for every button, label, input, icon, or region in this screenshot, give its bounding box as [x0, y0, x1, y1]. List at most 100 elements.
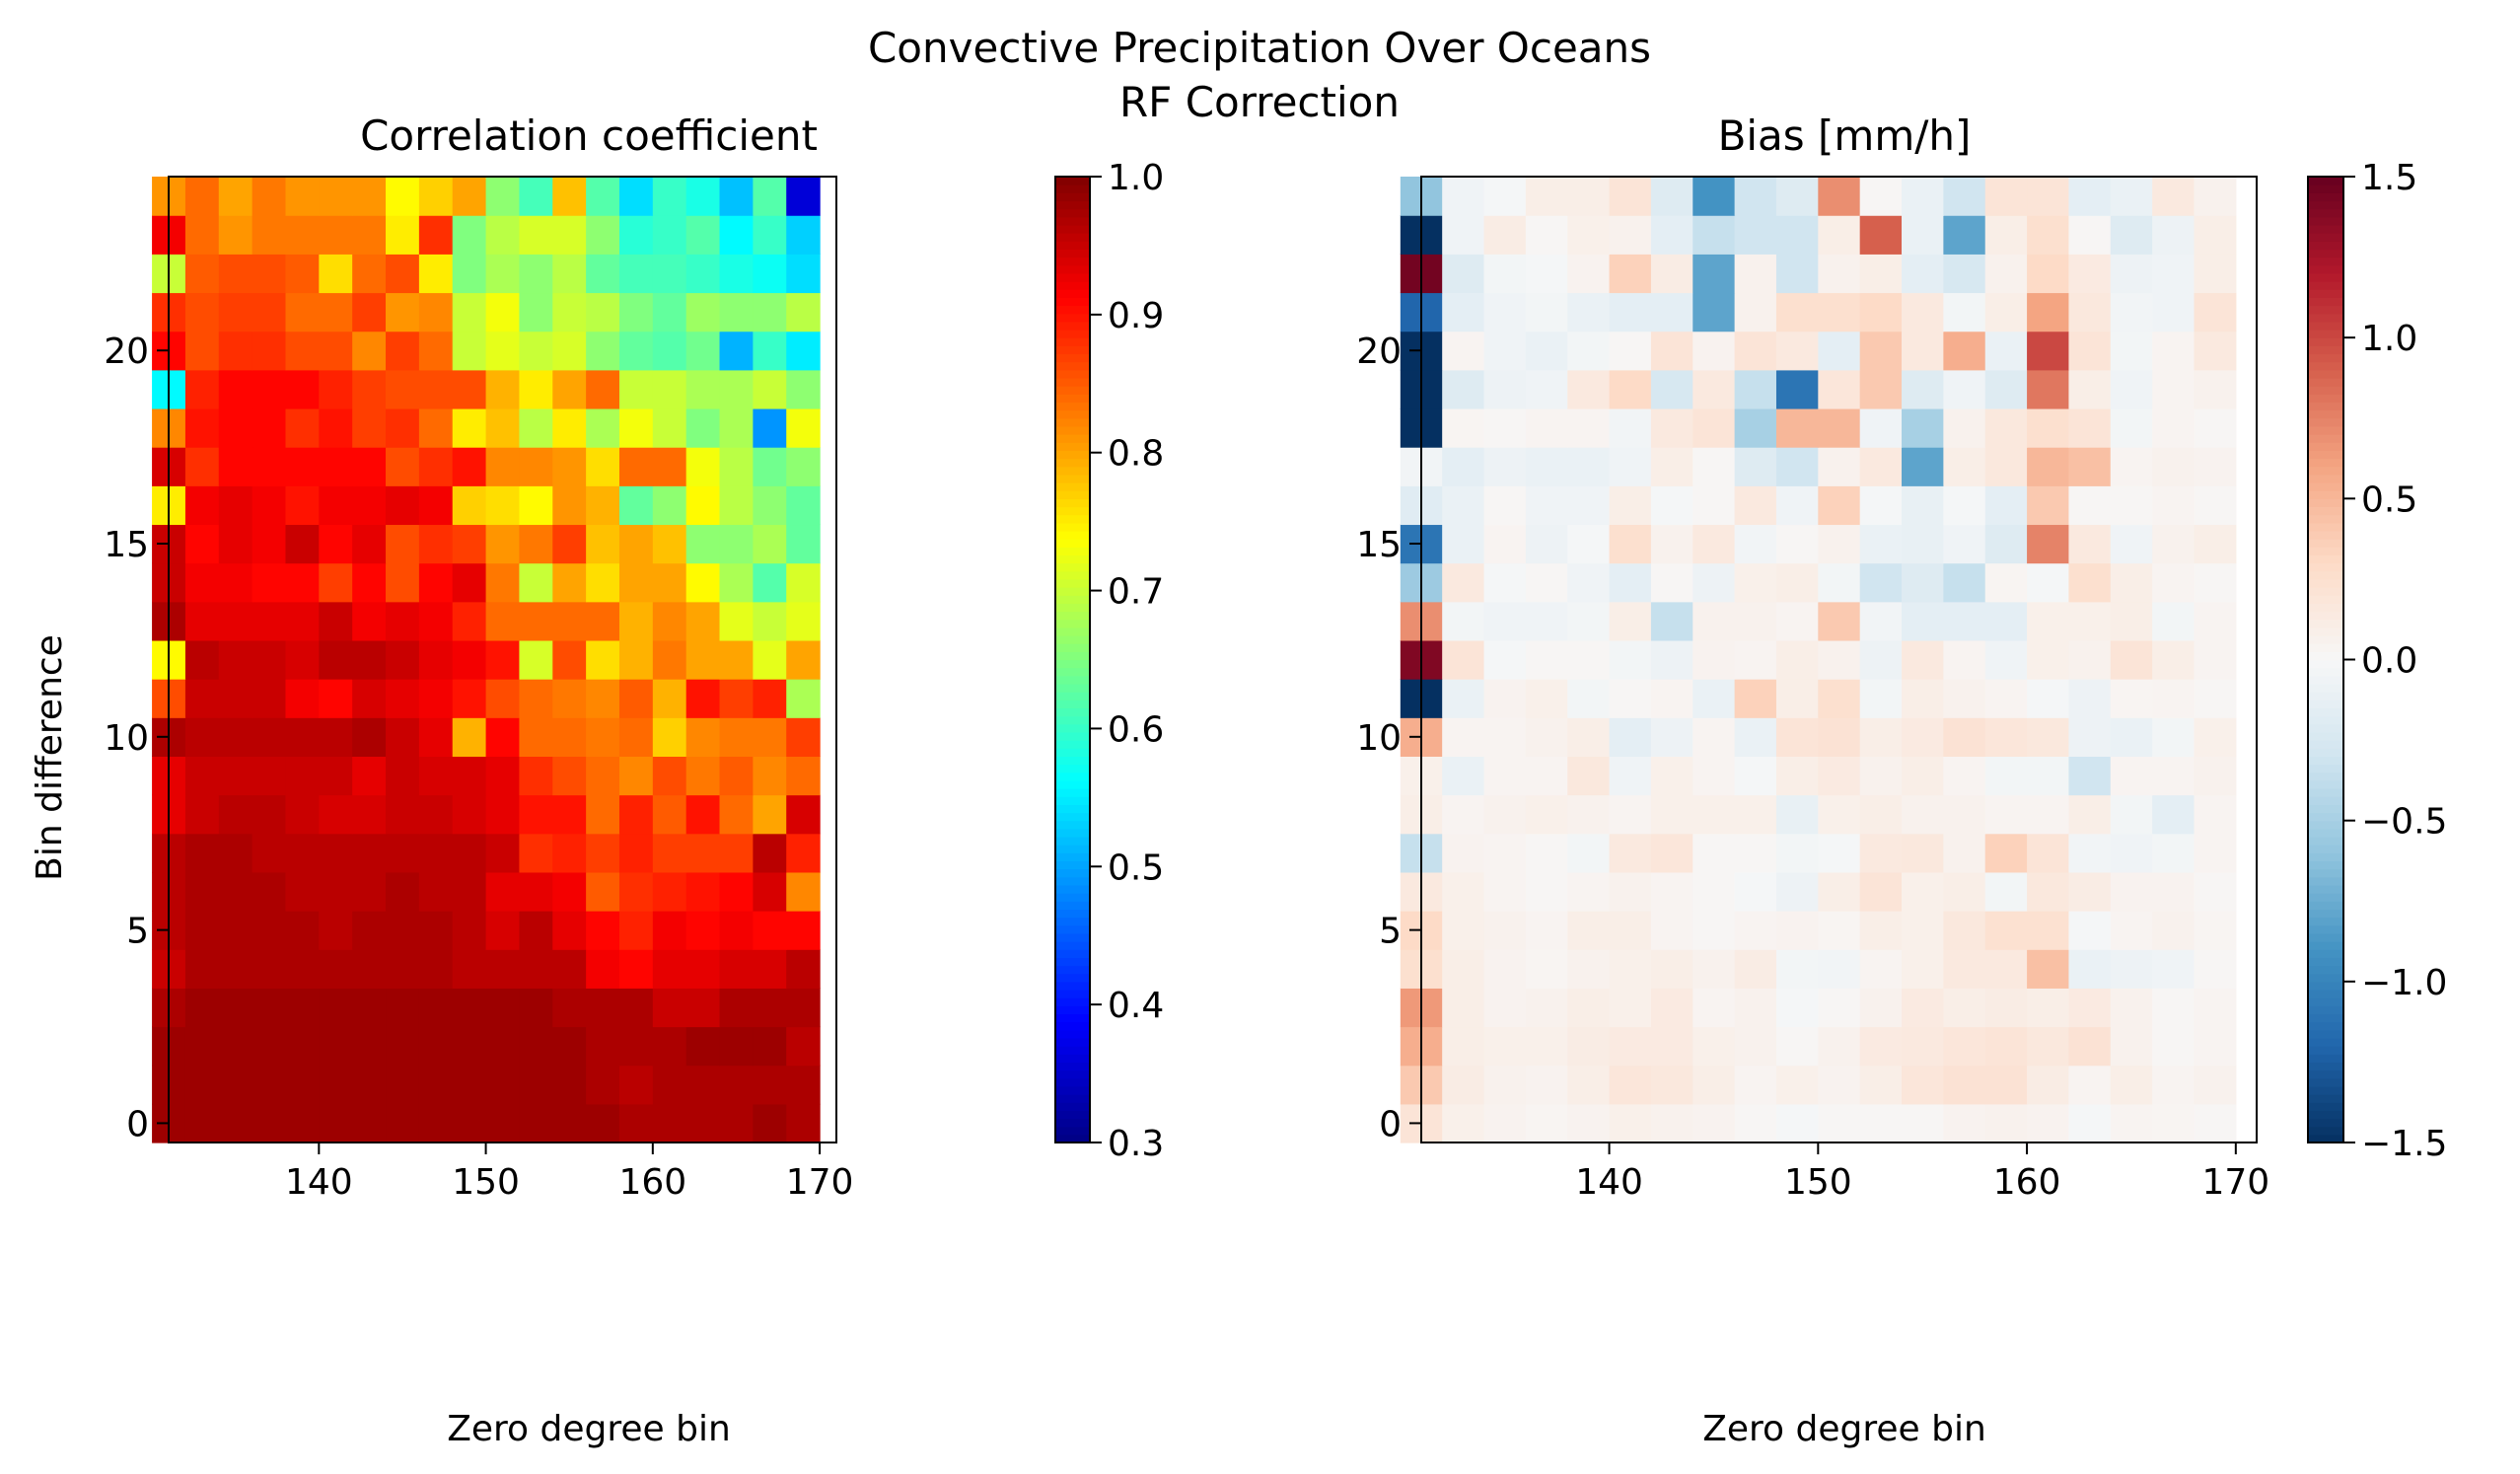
heatmap-cell: [2194, 717, 2237, 757]
heatmap-cell: [418, 911, 454, 950]
heatmap-cell: [452, 215, 487, 255]
heatmap-cell: [2152, 407, 2196, 448]
heatmap-cell: [2152, 949, 2196, 989]
heatmap-cell: [2194, 369, 2237, 409]
heatmap-cell: [184, 177, 220, 216]
heatmap-cell: [1859, 833, 1903, 873]
colorbar-segment: [1055, 224, 1090, 234]
heatmap-cell: [184, 407, 220, 448]
heatmap-cell: [418, 639, 454, 680]
colorbar-segment: [2308, 868, 2343, 878]
heatmap-cell: [452, 679, 487, 718]
colorbar-segment: [2308, 289, 2343, 298]
heatmap-cell: [252, 215, 287, 255]
heatmap-cell: [2110, 447, 2153, 486]
heatmap-cell: [2027, 1103, 2070, 1143]
heatmap-cell: [452, 871, 487, 912]
heatmap-cell: [1483, 717, 1527, 757]
heatmap-cell: [1818, 1103, 1861, 1143]
heatmap-cell: [218, 756, 253, 796]
heatmap-cell: [1775, 911, 1819, 950]
heatmap-cell: [2027, 407, 2070, 448]
heatmap-cell: [685, 911, 721, 950]
heatmap-cell: [1859, 871, 1903, 912]
heatmap-cell: [1775, 215, 1819, 255]
colorbar-tick-label: −0.5: [2361, 802, 2447, 843]
heatmap-cell: [386, 1065, 420, 1105]
heatmap-cell: [618, 292, 654, 332]
heatmap-cell: [1525, 331, 1568, 371]
heatmap-cell: [1734, 407, 1777, 448]
heatmap-cell: [1943, 331, 1986, 371]
colorbar-segment: [2308, 321, 2343, 331]
heatmap-cell: [1902, 254, 1944, 294]
x-tick-label: 140: [1575, 1162, 1643, 1203]
colorbar-segment: [2308, 989, 2343, 998]
heatmap-cell: [252, 949, 287, 989]
heatmap-cell: [1859, 485, 1903, 526]
heatmap-cell: [1775, 177, 1819, 216]
heatmap-cell: [753, 1065, 787, 1105]
heatmap-cell: [252, 988, 287, 1028]
colorbar-segment: [2308, 1085, 2343, 1095]
colorbar-segment: [2308, 965, 2343, 975]
heatmap-cell: [1734, 949, 1777, 989]
heatmap-cell: [1483, 871, 1527, 912]
heatmap-cell: [1483, 1065, 1527, 1105]
colorbar-segment: [1055, 216, 1090, 226]
heatmap-cell: [652, 679, 687, 718]
heatmap-cell: [184, 331, 220, 371]
heatmap-cell: [452, 1103, 487, 1143]
heatmap-cell: [1859, 756, 1903, 796]
heatmap-cell: [1650, 331, 1693, 371]
colorbar-segment: [1055, 715, 1090, 725]
heatmap-cell: [1442, 833, 1485, 873]
heatmap-cell: [2068, 1026, 2112, 1067]
heatmap-cell: [2152, 485, 2196, 526]
heatmap-cell: [618, 562, 654, 603]
heatmap-cell: [485, 601, 521, 641]
heatmap-cell: [1567, 601, 1611, 641]
colorbar-segment: [1055, 466, 1090, 476]
heatmap-cell: [1567, 717, 1611, 757]
heatmap-cell: [1984, 177, 2028, 216]
heatmap-cell: [252, 756, 287, 796]
colorbar-segment: [2308, 973, 2343, 983]
colorbar-segment: [2308, 1046, 2343, 1055]
colorbar-segment: [2308, 474, 2343, 483]
heatmap-cell: [1609, 794, 1652, 835]
heatmap-cell: [1442, 177, 1485, 216]
heatmap-cell: [2194, 331, 2237, 371]
bias-title: Bias [mm/h]: [1718, 111, 1972, 160]
colorbar-segment: [1055, 852, 1090, 862]
heatmap-cell: [1525, 407, 1568, 448]
heatmap-cell: [418, 949, 454, 989]
heatmap-cell: [552, 639, 587, 680]
heatmap-cell: [2027, 756, 2070, 796]
colorbar-segment: [1055, 1094, 1090, 1103]
heatmap-cell: [1902, 177, 1944, 216]
heatmap-cell: [1734, 833, 1777, 873]
heatmap-cell: [1483, 988, 1527, 1028]
heatmap-cell: [1483, 949, 1527, 989]
heatmap-cell: [1984, 369, 2028, 409]
heatmap-cell: [319, 639, 353, 680]
colorbar-segment: [1055, 369, 1090, 379]
heatmap-cell: [1943, 756, 1986, 796]
colorbar-segment: [2308, 1005, 2343, 1015]
heatmap-cell: [352, 447, 387, 486]
heatmap-cell: [1902, 1103, 1944, 1143]
correlation-ylabel: Bin difference: [30, 634, 70, 881]
heatmap-cell: [786, 254, 821, 294]
heatmap-cell: [319, 871, 353, 912]
heatmap-cell: [1442, 447, 1485, 486]
heatmap-cell: [719, 1065, 754, 1105]
colorbar-segment: [1055, 578, 1090, 588]
heatmap-cell: [386, 1026, 420, 1067]
colorbar-tick-label: 0.6: [1108, 709, 1164, 750]
heatmap-cell: [719, 756, 754, 796]
bias-colorbar: 1.5 1.0 0.5 0.0 −0.5 −1.0 −1.5: [2307, 158, 2447, 1164]
heatmap-cell: [1650, 794, 1693, 835]
heatmap-cell: [618, 447, 654, 486]
heatmap-cell: [1692, 1026, 1736, 1067]
